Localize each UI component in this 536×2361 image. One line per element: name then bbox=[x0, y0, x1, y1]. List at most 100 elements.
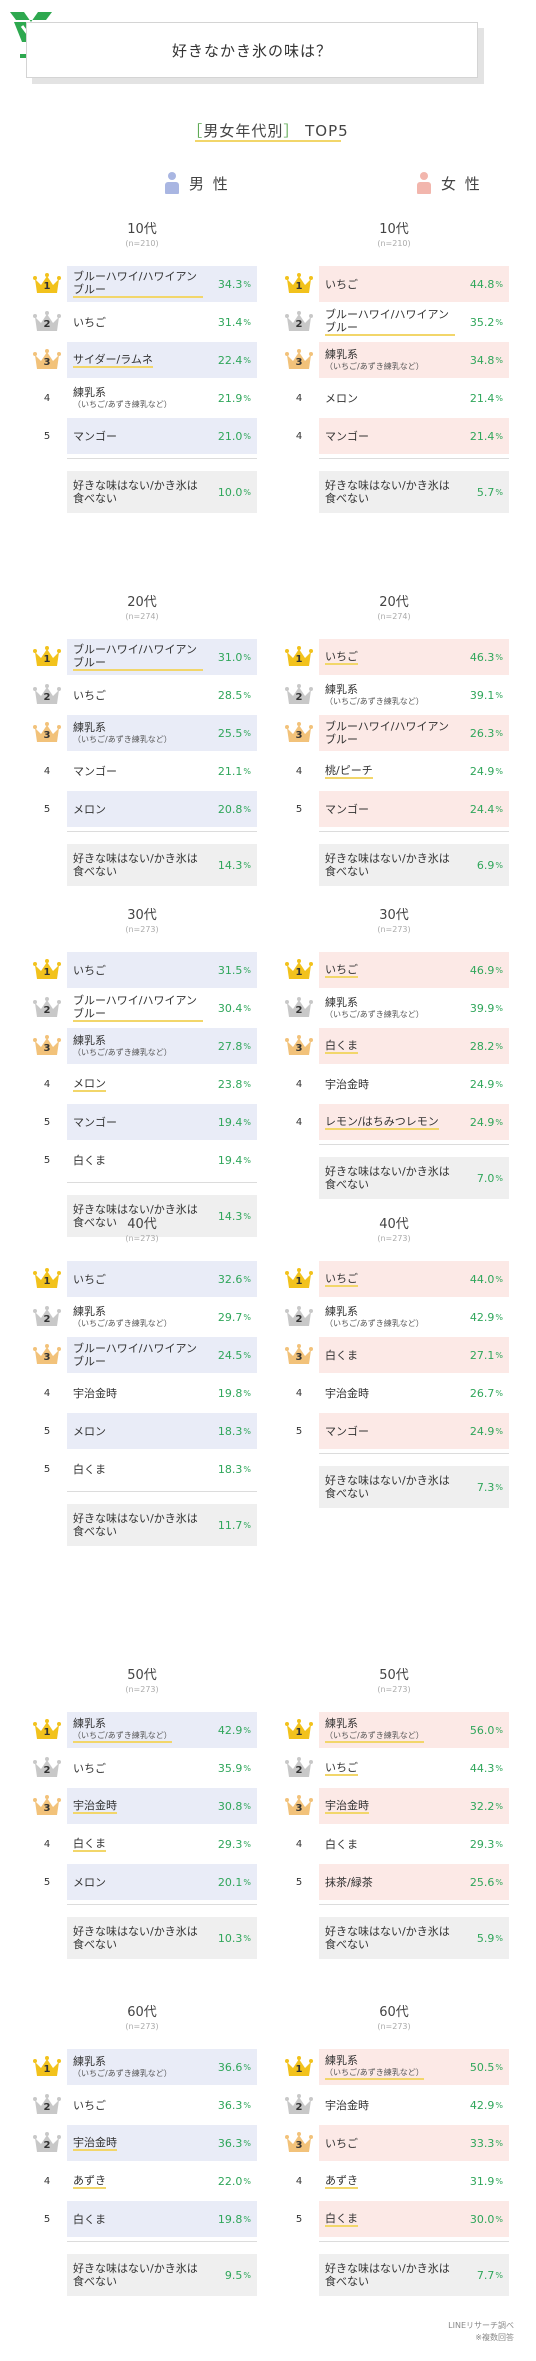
row-label: メロン bbox=[73, 1864, 203, 1900]
gender-label-female: 女 性 bbox=[441, 174, 482, 193]
percent-number: 31.5 bbox=[217, 963, 243, 977]
percent-sign: % bbox=[243, 1350, 251, 1360]
row-background bbox=[67, 2049, 257, 2085]
percent-value: 20.1% bbox=[218, 1864, 251, 1900]
ranking-row: 2 いちご 44.3% bbox=[279, 1750, 509, 1786]
crown-icon: 3 bbox=[285, 1035, 313, 1057]
percent-value: 33.3% bbox=[470, 2125, 503, 2161]
row-label: 好きな味はない/かき氷は食べない bbox=[73, 1917, 203, 1959]
row-background bbox=[319, 2125, 509, 2161]
flavor-text: ブルーハワイ/ハワイアンブルー bbox=[73, 1342, 198, 1368]
percent-number: 7.3 bbox=[476, 1480, 495, 1494]
percent-sign: % bbox=[495, 804, 503, 814]
percent-number: 26.7 bbox=[469, 1386, 495, 1400]
percent-number: 32.2 bbox=[469, 1799, 495, 1813]
flavor-text: 練乳系 bbox=[73, 2055, 106, 2068]
rank-number: 2 bbox=[295, 692, 303, 703]
percent-value: 39.9% bbox=[470, 990, 503, 1026]
flavor-name: 好きな味はない/かき氷は食べない bbox=[325, 2262, 455, 2288]
flavor-name: サイダー/ラムネ bbox=[73, 353, 153, 368]
ranking-row: 1 ブルーハワイ/ハワイアンブルー 34.3% bbox=[27, 266, 257, 302]
percent-sign: % bbox=[243, 2100, 251, 2110]
percent-number: 11.7 bbox=[217, 1518, 243, 1532]
percent-value: 34.8% bbox=[470, 342, 503, 378]
flavor-name: 白くま bbox=[73, 2213, 106, 2226]
percent-sign: % bbox=[243, 487, 251, 497]
row-label: 白くま bbox=[325, 1028, 455, 1064]
percent-value: 56.0% bbox=[470, 1712, 503, 1748]
row-background bbox=[319, 342, 509, 378]
percent-value: 27.8% bbox=[218, 1028, 251, 1064]
crown-icon: 1 bbox=[33, 959, 61, 981]
flavor-text: いちご bbox=[325, 2136, 358, 2150]
row-background bbox=[67, 715, 257, 751]
age-group-title: 30代 bbox=[379, 908, 409, 923]
row-background bbox=[319, 639, 509, 675]
flavor-subtext: （いちご/あずき練乳など） bbox=[73, 400, 172, 409]
rank-cell: 2 bbox=[279, 1750, 319, 1786]
rank-cell: 4 bbox=[279, 380, 319, 416]
percent-value: 21.9% bbox=[218, 380, 251, 416]
rank-number: 5 bbox=[43, 2213, 51, 2225]
row-background bbox=[67, 1261, 257, 1297]
rank-cell: 5 bbox=[27, 1413, 67, 1449]
percent-sign: % bbox=[495, 1801, 503, 1811]
percent-number: 21.1 bbox=[217, 764, 243, 778]
flavor-name: 練乳系 （いちご/あずき練乳など） bbox=[325, 1305, 424, 1329]
ranking-rows: 1 いちご 46.9% 2 練乳系 （いちご/あずき練乳など） 39.9% 3 白くま 28.2%… bbox=[279, 952, 509, 1140]
rank-number: 1 bbox=[295, 654, 303, 665]
ranking-row: 4 宇治金時 19.8% bbox=[27, 1375, 257, 1411]
percent-sign: % bbox=[243, 2062, 251, 2072]
flavor-text: 練乳系 bbox=[73, 386, 106, 399]
rank-number: 2 bbox=[295, 319, 303, 330]
percent-number: 14.3 bbox=[217, 1209, 243, 1223]
crown-icon: 1 bbox=[33, 1268, 61, 1290]
rank-number: 5 bbox=[43, 1425, 51, 1437]
divider bbox=[67, 1182, 257, 1183]
percent-value: 30.4% bbox=[218, 990, 251, 1026]
percent-sign: % bbox=[495, 1003, 503, 1013]
percent-sign: % bbox=[495, 2176, 503, 2186]
percent-number: 46.3 bbox=[469, 650, 495, 664]
row-label: 練乳系 （いちご/あずき練乳など） bbox=[73, 1712, 203, 1748]
row-label: 練乳系 （いちご/あずき練乳など） bbox=[73, 715, 203, 751]
rank-number: 5 bbox=[43, 1876, 51, 1888]
ranking-row: 4 マンゴー 21.1% bbox=[27, 753, 257, 789]
percent-number: 34.8 bbox=[469, 353, 495, 367]
flavor-name: 白くま bbox=[325, 1838, 358, 1851]
rank-number: 5 bbox=[295, 2213, 303, 2225]
flavor-subtext: （いちご/あずき練乳など） bbox=[73, 1731, 172, 1740]
ranking-row: 2 練乳系 （いちご/あずき練乳など） 42.9% bbox=[279, 1299, 509, 1335]
flavor-name: いちご bbox=[325, 650, 358, 665]
percent-value: 32.2% bbox=[470, 1788, 503, 1824]
sample-size: (n=273) bbox=[377, 925, 411, 934]
percent-sign: % bbox=[243, 1274, 251, 1284]
ranking-row: 2 宇治金時 42.9% bbox=[279, 2087, 509, 2123]
percent-sign: % bbox=[243, 1155, 251, 1165]
flavor-name: 抹茶/緑茶 bbox=[325, 1876, 373, 1889]
title-banner: 好きなかき氷の味は？ bbox=[26, 22, 486, 86]
rank-cell: 3 bbox=[27, 1337, 67, 1373]
percent-number: 20.1 bbox=[217, 1875, 243, 1889]
row-label: あずき bbox=[325, 2163, 455, 2199]
footer: LINEリサーチ調べ ※複数回答 bbox=[448, 2320, 514, 2344]
flavor-text: 練乳系 bbox=[73, 1034, 106, 1047]
rank-number: 4 bbox=[43, 765, 51, 777]
ranking-row: 2 ブルーハワイ/ハワイアンブルー 30.4% bbox=[27, 990, 257, 1026]
percent-value: 29.3% bbox=[218, 1826, 251, 1862]
rank-number: 3 bbox=[295, 1352, 303, 1363]
flavor-text: 好きな味はない/かき氷は食べない bbox=[325, 852, 450, 878]
ranking-row: 4 レモン/はちみつレモン 24.9% bbox=[279, 1104, 509, 1140]
subtitle-text: 男女年代別 bbox=[203, 122, 284, 140]
ranking-rows: 1 いちご 46.3% 2 練乳系 （いちご/あずき練乳など） 39.1% 3 ブルーハワイ/ハ… bbox=[279, 639, 509, 827]
row-label: いちご bbox=[325, 266, 455, 302]
rank-number: 1 bbox=[295, 1727, 303, 1738]
flavor-name: ブルーハワイ/ハワイアンブルー bbox=[73, 270, 203, 298]
flavor-name: いちご bbox=[73, 1273, 106, 1286]
ranking-row: 5 メロン 20.1% bbox=[27, 1864, 257, 1900]
ranking-panel-female-30代: 30代 (n=273) 1 いちご 46.9% 2 練乳系 （いちご/あずき練乳など） 39.9… bbox=[279, 908, 509, 1199]
rank-cell: 3 bbox=[279, 342, 319, 378]
percent-value: 19.4% bbox=[218, 1104, 251, 1140]
row-label: 練乳系 （いちご/あずき練乳など） bbox=[325, 1299, 455, 1335]
rank-cell: 5 bbox=[279, 791, 319, 827]
